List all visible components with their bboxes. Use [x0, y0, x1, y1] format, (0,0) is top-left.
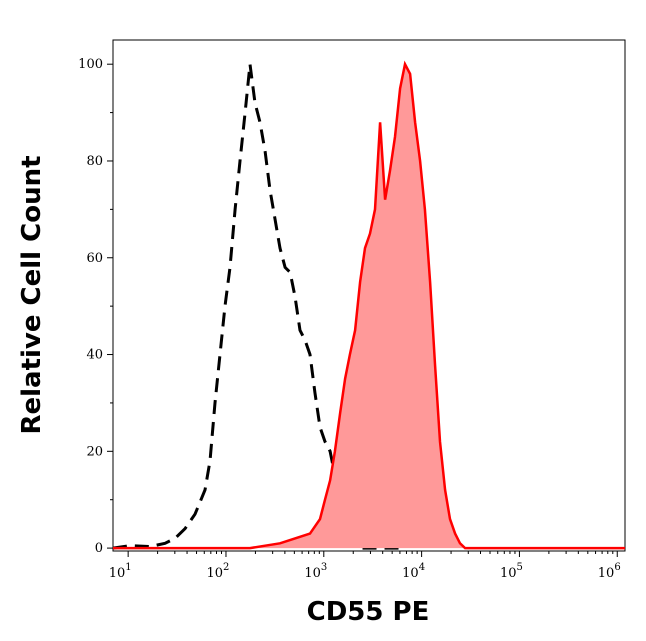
x-tick-label: 102 — [207, 562, 230, 581]
x-tick-base: 10 — [500, 566, 517, 581]
x-tick-exponent: 4 — [419, 562, 425, 573]
x-tick-exponent: 1 — [125, 562, 131, 573]
x-tick-label: 105 — [500, 562, 523, 581]
y-tick-label: 20 — [86, 444, 103, 459]
x-tick-base: 10 — [402, 566, 419, 581]
x-tick-label: 101 — [109, 562, 132, 581]
x-axis-label: CD55 PE — [307, 597, 430, 627]
x-tick-base: 10 — [304, 566, 321, 581]
plot-frame — [112, 39, 626, 552]
x-tick-label: 104 — [402, 562, 425, 581]
x-tick-exponent: 5 — [517, 562, 523, 573]
histogram-line — [113, 60, 625, 550]
y-tick-label: 0 — [95, 541, 103, 556]
x-tick-exponent: 2 — [223, 562, 229, 573]
y-tick-label: 40 — [86, 348, 103, 363]
y-tick-label: 80 — [86, 154, 103, 169]
x-tick-label: 106 — [598, 562, 621, 581]
x-tick-base: 10 — [598, 566, 615, 581]
y-axis-label: Relative Cell Count — [17, 155, 47, 434]
histogram-area — [113, 64, 625, 549]
y-tick-label: 100 — [78, 57, 103, 72]
x-tick-exponent: 3 — [321, 562, 327, 573]
x-tick-label: 103 — [304, 562, 327, 581]
x-tick-base: 10 — [207, 566, 224, 581]
x-tick-base: 10 — [109, 566, 126, 581]
x-tick-exponent: 6 — [614, 562, 620, 573]
y-tick-label: 60 — [86, 251, 103, 266]
